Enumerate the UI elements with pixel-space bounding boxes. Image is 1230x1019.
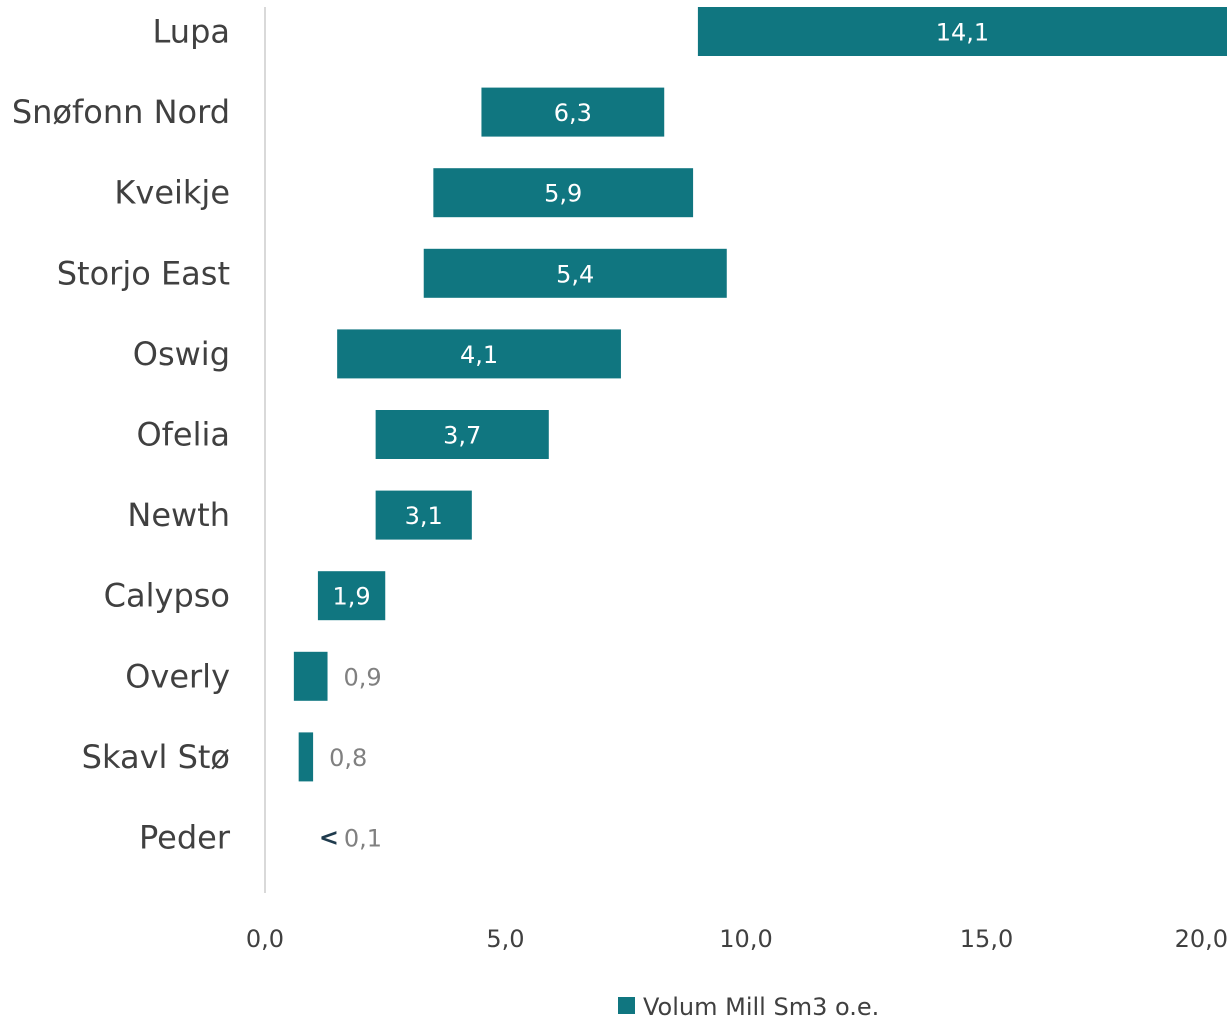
legend-swatch [618, 997, 635, 1014]
data-label: 3,7 [443, 422, 481, 450]
data-label: 6,3 [554, 99, 592, 127]
data-label: 14,1 [936, 19, 989, 47]
bars-group [293, 7, 1227, 782]
bar [481, 87, 665, 137]
category-label: Newth [127, 496, 230, 534]
data-label: 0,8 [329, 744, 367, 772]
data-label: 0,9 [344, 663, 382, 691]
x-tick-label: 10,0 [719, 925, 772, 953]
bar [423, 248, 727, 298]
category-label: Peder [139, 819, 231, 857]
bar [433, 168, 694, 218]
value-labels-group: 14,1 6,3 5,9 5,4 4,1 3,7 3,1 1,9 0,9 0,8 < 0,1 [319, 19, 989, 853]
data-label: 3,1 [405, 502, 443, 530]
category-label: Skavl Stø [82, 738, 230, 776]
x-tick-label: 5,0 [486, 925, 524, 953]
data-label: 0,1 [344, 825, 382, 853]
category-label: Oswig [133, 335, 230, 373]
less-than-marker: < [319, 824, 339, 852]
category-label: Calypso [104, 577, 230, 615]
category-label: Ofelia [136, 416, 230, 454]
category-labels-group: Lupa Snøfonn Nord Kveikje Storjo East Oswig O… [12, 13, 231, 857]
bar [293, 651, 328, 701]
bar [317, 571, 386, 621]
category-label: Snøfonn Nord [12, 93, 230, 131]
legend: Volum Mill Sm3 o.e. [618, 993, 879, 1019]
bar [375, 410, 549, 459]
bar [337, 329, 621, 379]
x-tick-label: 0,0 [246, 925, 284, 953]
data-label: 5,9 [544, 180, 582, 208]
category-label: Lupa [153, 13, 230, 51]
data-label: 4,1 [460, 341, 498, 369]
category-label: Kveikje [114, 174, 230, 212]
category-label: Overly [125, 657, 230, 695]
data-label: 1,9 [332, 583, 370, 611]
category-label: Storjo East [57, 254, 230, 292]
x-tick-labels-group: 0,0 5,0 10,0 15,0 20,0 [246, 925, 1228, 953]
data-label: 5,4 [556, 260, 594, 288]
x-tick-label: 15,0 [960, 925, 1013, 953]
bar [697, 7, 1227, 56]
x-tick-label: 20,0 [1175, 925, 1228, 953]
legend-label: Volum Mill Sm3 o.e. [643, 993, 879, 1019]
bar [375, 490, 472, 540]
bar [298, 732, 314, 782]
